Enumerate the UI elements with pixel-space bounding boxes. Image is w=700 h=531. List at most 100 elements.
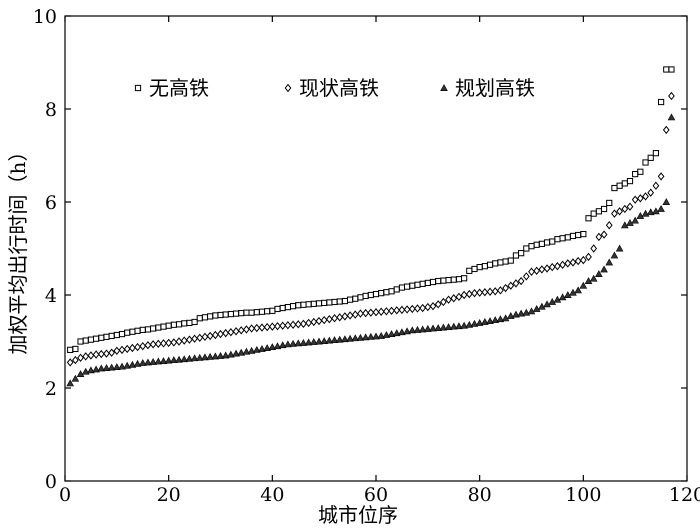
data-point-square xyxy=(227,310,234,318)
data-point-square xyxy=(652,150,659,157)
data-point-diamond xyxy=(139,341,147,351)
data-point-square xyxy=(554,236,561,243)
data-point-diamond xyxy=(237,326,245,335)
data-point-triangle xyxy=(118,362,126,370)
data-point-diamond xyxy=(538,265,546,274)
data-point-diamond xyxy=(574,256,582,266)
data-point-triangle xyxy=(185,354,194,362)
data-point-square xyxy=(87,336,95,343)
data-point-diamond xyxy=(108,348,116,357)
data-point-square xyxy=(279,304,286,312)
data-point-diamond xyxy=(201,332,209,342)
data-point-diamond xyxy=(129,343,136,353)
data-point-triangle xyxy=(636,212,645,219)
data-point-triangle xyxy=(646,208,655,216)
data-point-triangle xyxy=(341,335,349,343)
data-point-square xyxy=(284,303,291,311)
data-point-triangle xyxy=(620,221,629,229)
data-point-square xyxy=(98,334,105,341)
data-point-triangle xyxy=(315,337,323,345)
data-point-square xyxy=(269,307,276,314)
data-point-diamond xyxy=(429,301,437,311)
data-point-triangle xyxy=(195,353,204,361)
data-point-triangle xyxy=(444,323,453,331)
data-point-diamond xyxy=(113,346,121,356)
data-point-triangle xyxy=(501,314,510,322)
data-point-square xyxy=(435,277,442,285)
data-point-triangle xyxy=(424,325,432,332)
data-point-triangle xyxy=(149,358,157,365)
y-tick-label: 4 xyxy=(45,285,57,307)
data-point-diamond xyxy=(564,259,572,268)
data-point-square xyxy=(160,323,167,330)
data-point-diamond xyxy=(196,333,204,342)
data-point-square xyxy=(569,232,577,240)
data-point-triangle xyxy=(558,293,567,301)
data-point-diamond xyxy=(450,294,458,303)
data-point-diamond xyxy=(642,192,649,201)
x-tick-label: 100 xyxy=(565,484,601,506)
data-point-square xyxy=(196,315,203,322)
data-point-triangle xyxy=(87,366,95,374)
data-point-square xyxy=(243,309,250,316)
data-point-triangle xyxy=(589,274,598,282)
data-point-diamond xyxy=(605,221,613,230)
data-point-diamond xyxy=(232,327,240,336)
data-point-triangle xyxy=(486,317,494,324)
data-point-diamond xyxy=(66,358,74,367)
data-point-diamond xyxy=(315,316,323,326)
legend-item: 现状高铁 xyxy=(284,76,379,100)
data-point-diamond xyxy=(294,320,302,329)
data-point-square xyxy=(632,171,639,178)
data-point-square xyxy=(113,331,120,339)
data-point-diamond xyxy=(668,91,675,101)
data-point-triangle xyxy=(242,347,251,355)
data-point-diamond xyxy=(440,297,447,307)
data-point-diamond xyxy=(170,338,178,347)
data-point-triangle xyxy=(506,312,515,319)
data-point-diamond xyxy=(154,339,162,349)
data-point-triangle xyxy=(294,339,303,347)
data-point-square xyxy=(559,235,566,242)
data-point-diamond xyxy=(424,302,432,312)
data-point-triangle xyxy=(247,346,256,354)
data-point-diamond xyxy=(134,342,141,352)
data-point-square xyxy=(461,275,468,282)
data-point-square xyxy=(455,276,463,283)
data-point-triangle xyxy=(361,333,370,341)
data-point-square xyxy=(450,276,457,283)
data-point-triangle xyxy=(522,308,531,316)
data-point-square xyxy=(103,333,110,340)
data-point-triangle xyxy=(227,350,235,358)
data-point-square xyxy=(155,324,162,331)
data-point-diamond xyxy=(398,305,406,315)
data-point-triangle xyxy=(455,322,463,330)
data-point-triangle xyxy=(107,363,116,371)
data-point-triangle xyxy=(605,258,614,266)
data-point-square xyxy=(346,296,354,303)
data-point-square xyxy=(486,261,494,268)
data-point-diamond xyxy=(97,349,105,359)
data-point-triangle xyxy=(538,302,546,310)
data-point-triangle xyxy=(574,286,582,294)
data-point-diamond xyxy=(419,303,427,313)
data-point-diamond xyxy=(631,195,639,204)
data-point-triangle xyxy=(289,339,297,347)
data-point-diamond xyxy=(595,232,603,242)
legend-label: 规划高铁 xyxy=(455,76,535,100)
data-point-square xyxy=(668,66,675,73)
data-point-diamond xyxy=(507,281,515,290)
data-point-diamond xyxy=(652,181,660,190)
data-point-triangle xyxy=(66,379,74,387)
data-point-triangle xyxy=(76,370,85,377)
data-point-diamond xyxy=(497,286,504,295)
data-point-square xyxy=(497,259,504,266)
data-point-triangle xyxy=(201,353,209,361)
data-point-square xyxy=(165,322,172,329)
data-point-diamond xyxy=(279,321,287,330)
data-point-diamond xyxy=(180,336,188,345)
data-point-diamond xyxy=(393,306,401,315)
data-point-diamond xyxy=(383,307,390,316)
data-point-diamond xyxy=(616,207,623,216)
